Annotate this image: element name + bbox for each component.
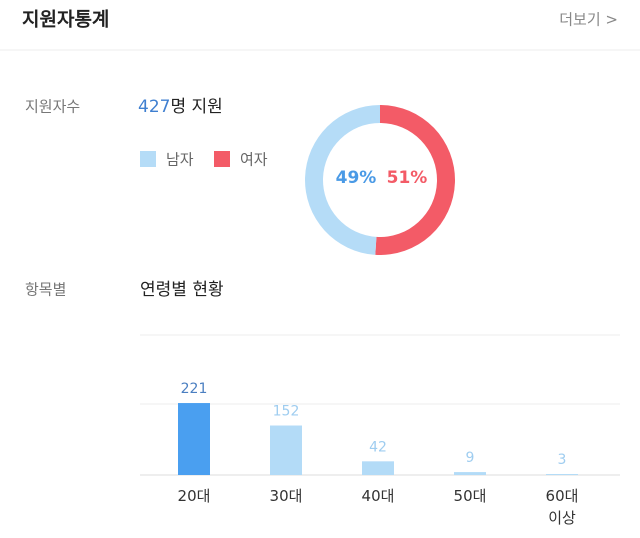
legend-swatch: [140, 151, 156, 167]
value-label: 3: [558, 452, 567, 468]
section-label: 항목별: [25, 281, 66, 299]
value-label: 42: [369, 439, 387, 455]
applicants-label: 지원자수: [25, 98, 80, 116]
x-tick-label: 20대: [177, 487, 211, 505]
section-title: 연령별 현황: [140, 280, 224, 300]
donut-label: 51%: [387, 168, 428, 188]
x-tick-label: 60대 이상: [545, 487, 579, 527]
x-tick-label: 40대: [361, 487, 395, 505]
header-title: 지원자통계: [22, 9, 109, 31]
donut-slice: [305, 105, 380, 255]
legend-swatch: [214, 151, 230, 167]
value-label: 9: [466, 450, 475, 466]
legend-label: 여자: [240, 151, 268, 169]
bar: [270, 425, 302, 475]
donut-slice: [375, 105, 456, 255]
legend-label: 남자: [166, 151, 194, 169]
applicants-count: 427명 지원: [138, 97, 223, 117]
count-text: 명 지원: [170, 97, 222, 117]
count: 427: [138, 97, 170, 117]
bar: [178, 403, 210, 475]
x-tick-label: 30대: [269, 487, 303, 505]
value-label: 221: [181, 381, 208, 397]
x-tick-label: 50대: [453, 487, 487, 505]
more-link[interactable]: 더보기 >: [559, 11, 618, 29]
donut-label: 49%: [336, 168, 377, 188]
value-label: 152: [273, 404, 300, 420]
bar: [454, 472, 486, 475]
bar: [546, 474, 578, 475]
bar: [362, 461, 394, 475]
